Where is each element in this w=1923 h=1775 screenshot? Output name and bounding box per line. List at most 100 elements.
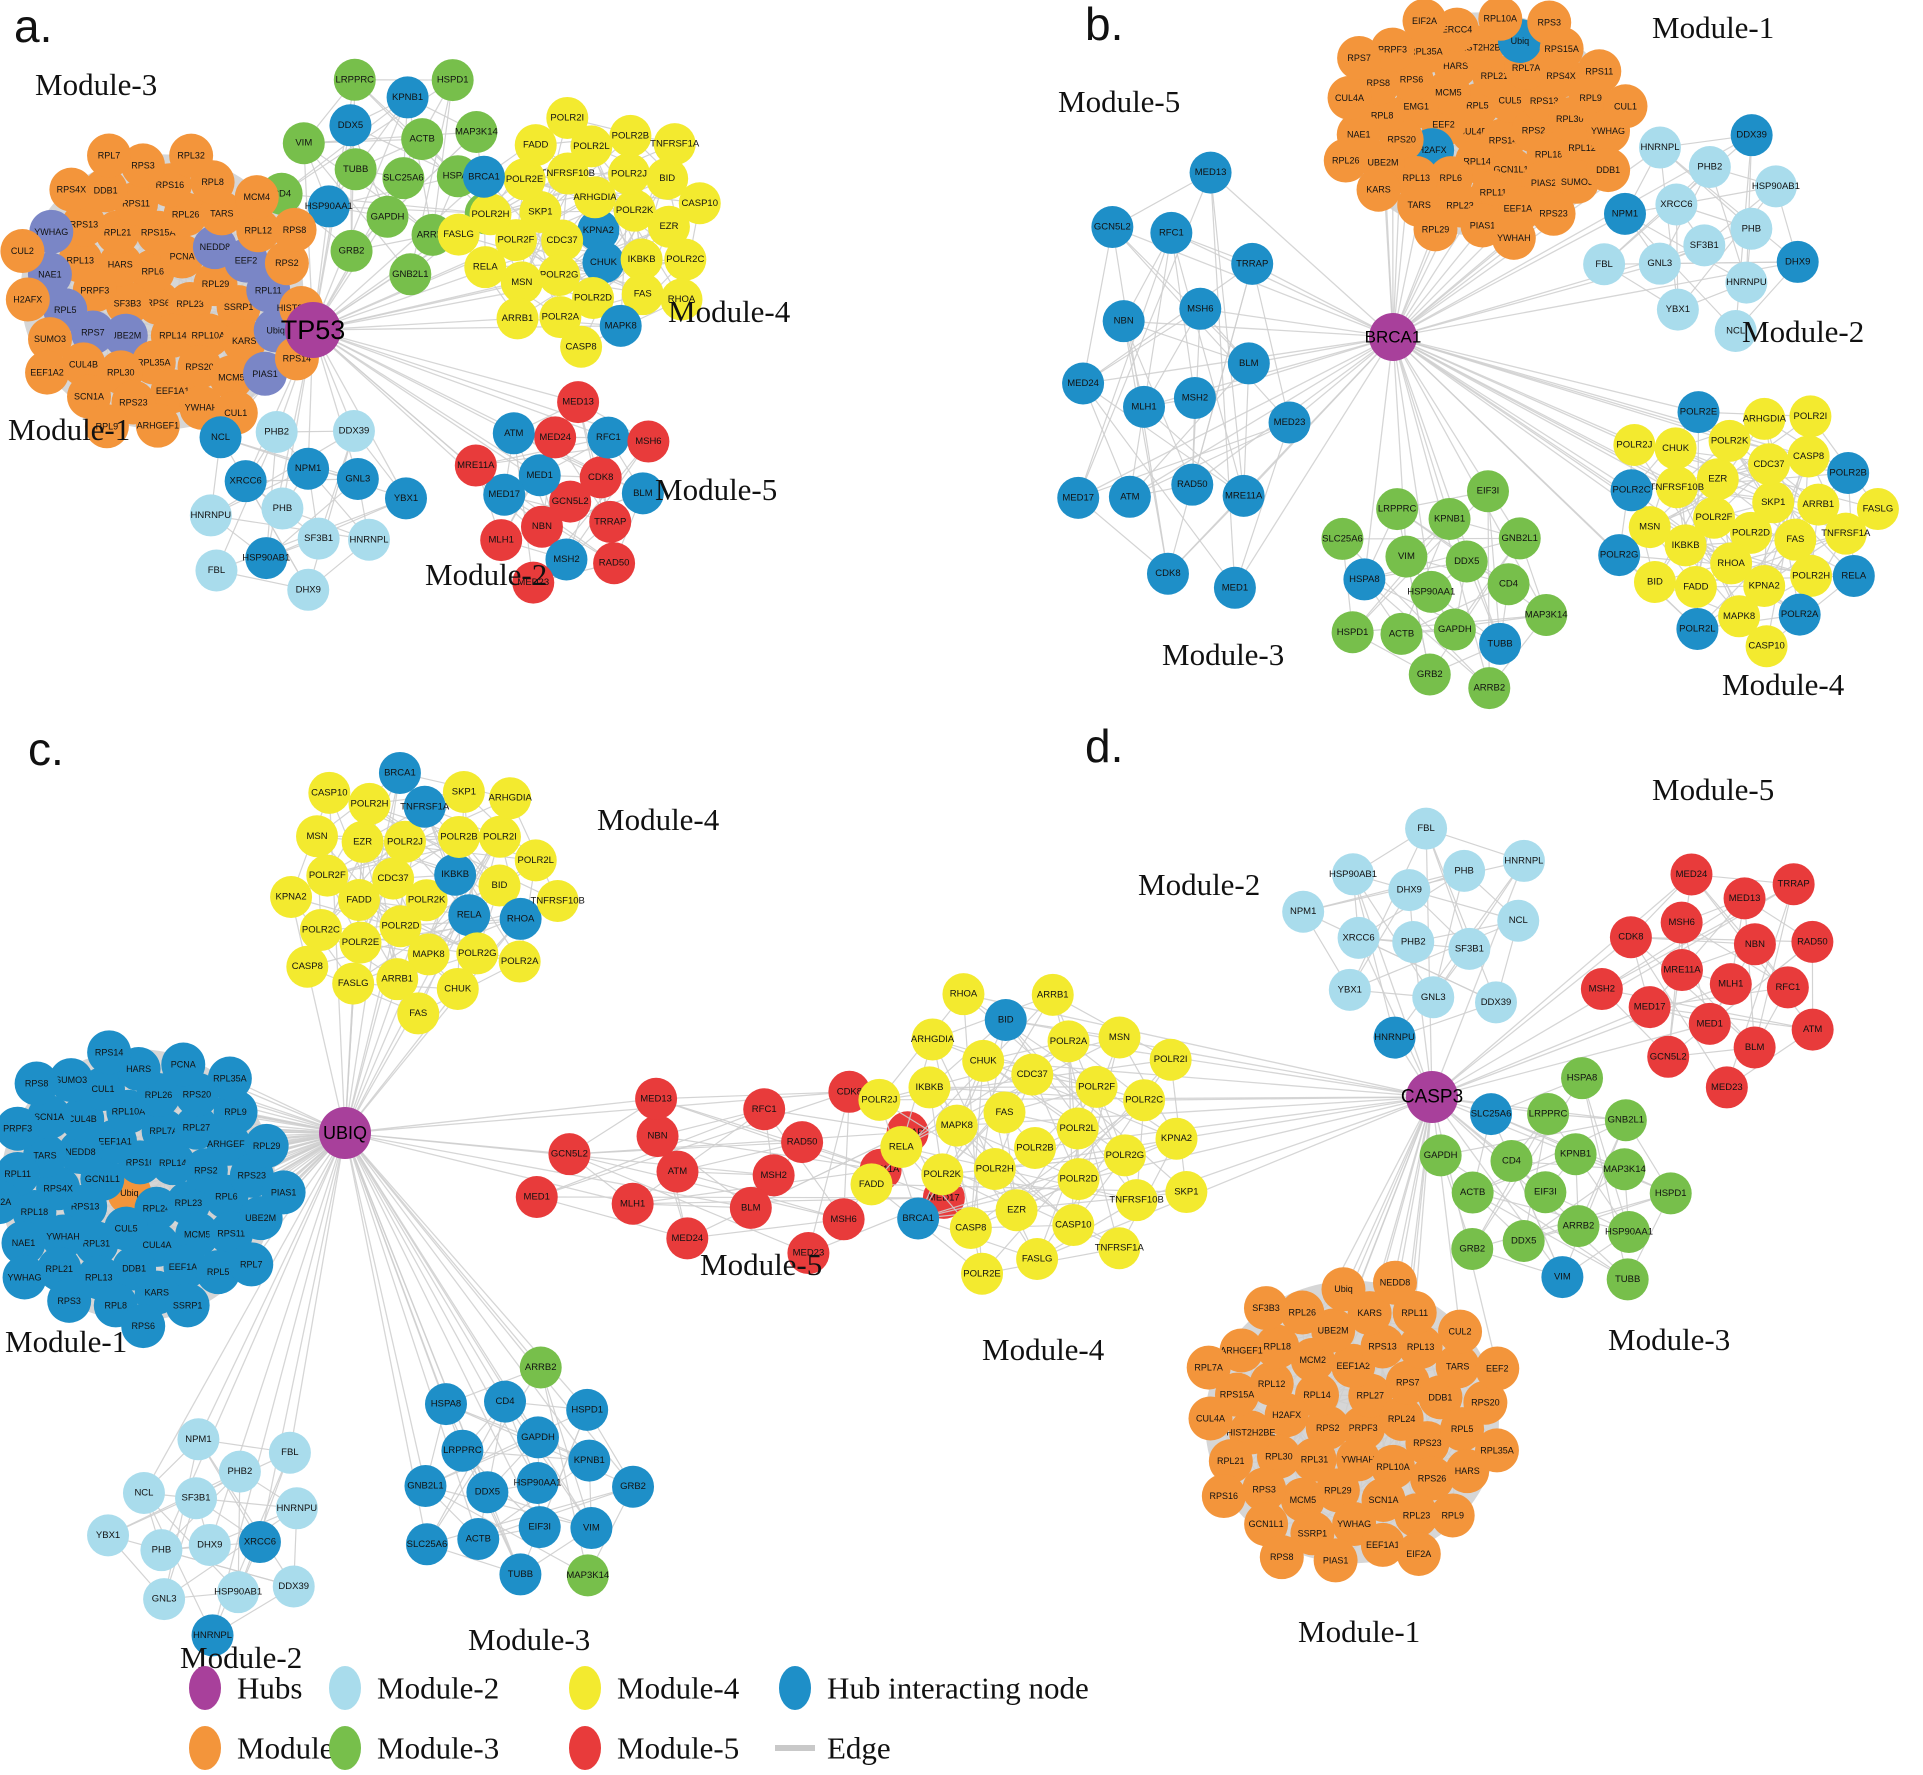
node-circle[interactable] [1628,986,1671,1029]
node-MRE11A[interactable]: MRE11A [1222,474,1265,517]
node-circle[interactable] [549,480,592,523]
node-SCN1A[interactable]: SCN1A [1361,1477,1406,1522]
node-circle[interactable] [1609,916,1652,959]
node-MED24[interactable]: MED24 [1062,362,1105,405]
node-SKP1[interactable]: SKP1 [442,770,485,813]
node-circle[interactable] [287,447,330,490]
node-MLH1[interactable]: MLH1 [1709,963,1752,1006]
node-circle[interactable] [935,1104,978,1147]
node-circle[interactable] [566,1388,609,1431]
hub-TP53[interactable]: TP53 [281,302,346,358]
node-circle[interactable] [1696,458,1739,501]
node-circle[interactable] [1479,622,1522,665]
node-ATM[interactable]: ATM [1108,475,1151,518]
node-circle[interactable] [1419,1134,1462,1177]
node-RPL23[interactable]: RPL23 [1394,1493,1439,1538]
node-DDX5[interactable]: DDX5 [329,104,372,147]
node-POLR2L[interactable]: POLR2L [514,839,557,882]
node-circle[interactable] [424,1383,467,1426]
node-HSP90AB1[interactable]: HSP90AB1 [214,1571,262,1614]
node-PHB2[interactable]: PHB2 [1392,920,1435,963]
node-circle[interactable] [1660,901,1703,944]
node-RPS7[interactable]: RPS7 [1337,35,1382,80]
node-NEDD8[interactable]: NEDD8 [1372,1260,1417,1305]
node-DDB1[interactable]: DDB1 [1586,148,1631,193]
node-POLR2E[interactable]: POLR2E [1677,391,1720,434]
node-circle[interactable] [103,313,148,358]
node-ARRB2[interactable]: ARRB2 [1557,1205,1600,1248]
node-MED17[interactable]: MED17 [483,473,526,516]
node-GNL3[interactable]: GNL3 [1638,242,1681,285]
node-RPS23[interactable]: RPS23 [1531,191,1576,236]
node-FAS[interactable]: FAS [397,992,440,1035]
node-MLH1[interactable]: MLH1 [1123,385,1166,428]
node-circle[interactable] [244,1123,289,1168]
node-MCM5[interactable]: MCM5 [209,355,254,400]
node-LRPPRC[interactable]: LRPPRC [1376,488,1419,531]
node-circle[interactable] [518,1506,561,1549]
node-MED23[interactable]: MED23 [512,561,555,604]
node-circle[interactable] [514,839,557,882]
node-DDX5[interactable]: DDX5 [466,1471,509,1514]
node-KARS[interactable]: KARS [1356,167,1401,212]
node-circle[interactable] [1638,126,1681,169]
node-circle[interactable] [332,962,375,1005]
node-PIAS1[interactable]: PIAS1 [1313,1538,1358,1583]
node-HSP90AB1[interactable]: HSP90AB1 [242,537,290,580]
node-circle[interactable] [539,296,582,339]
node-MED24[interactable]: MED24 [666,1217,709,1260]
node-circle[interactable] [1718,595,1761,638]
node-circle[interactable] [58,1130,103,1175]
node-circle[interactable] [1188,1396,1233,1441]
node-POLR2J[interactable]: POLR2J [858,1078,901,1121]
node-circle[interactable] [0,1106,40,1151]
node-MED17[interactable]: MED17 [1057,476,1100,519]
node-circle[interactable] [1396,1531,1441,1576]
node-circle[interactable] [1730,207,1773,250]
node-circle[interactable] [1708,419,1751,462]
node-circle[interactable] [1410,1456,1455,1501]
node-circle[interactable] [1475,1346,1520,1391]
node-circle[interactable] [1231,242,1274,285]
node-SKP1[interactable]: SKP1 [519,191,562,234]
node-circle[interactable] [1607,1210,1650,1253]
node-circle[interactable] [329,104,372,147]
node-GRB2[interactable]: GRB2 [1408,653,1451,696]
node-CUL1[interactable]: CUL1 [1603,84,1648,129]
node-circle[interactable] [1405,1421,1450,1466]
node-SUMO3[interactable]: SUMO3 [49,1058,94,1103]
node-POLR2K[interactable]: POLR2K [405,879,448,922]
node-circle[interactable] [1155,1117,1198,1160]
node-circle[interactable] [1280,1290,1325,1335]
node-MED24[interactable]: MED24 [534,416,577,459]
node-circle[interactable] [1754,165,1797,208]
node-SF3B1[interactable]: SF3B1 [297,517,340,560]
node-CASP8[interactable]: CASP8 [560,325,603,368]
node-EIF2A[interactable]: EIF2A [0,1180,21,1225]
node-circle[interactable] [389,253,432,296]
node-circle[interactable] [1791,920,1834,963]
node-IKBKB[interactable]: IKBKB [1664,524,1707,567]
node-circle[interactable] [613,189,656,232]
node-ARRB2[interactable]: ARRB2 [519,1346,562,1389]
node-circle[interactable] [87,133,132,178]
node-circle[interactable] [1730,114,1773,157]
node-circle[interactable] [484,1380,527,1423]
node-IKBKB[interactable]: IKBKB [620,238,663,281]
node-circle[interactable] [1150,211,1193,254]
node-MLH1[interactable]: MLH1 [480,519,523,562]
node-circle[interactable] [1292,1437,1337,1482]
node-FBL[interactable]: FBL [1583,243,1626,286]
node-NBN[interactable]: NBN [636,1115,679,1158]
node-circle[interactable] [1664,524,1707,567]
node-circle[interactable] [5,277,50,322]
node-circle[interactable] [339,921,382,964]
node-circle[interactable] [264,241,309,286]
node-CDC37[interactable]: CDC37 [372,857,415,900]
hub-circle[interactable] [1406,1071,1458,1123]
node-POLR2I[interactable]: POLR2I [1149,1038,1192,1081]
node-RPL31[interactable]: RPL31 [74,1221,119,1266]
node-MAP3K14[interactable]: MAP3K14 [1603,1148,1646,1191]
node-circle[interactable] [646,157,689,200]
node-EEF1A2[interactable]: EEF1A2 [25,350,70,395]
